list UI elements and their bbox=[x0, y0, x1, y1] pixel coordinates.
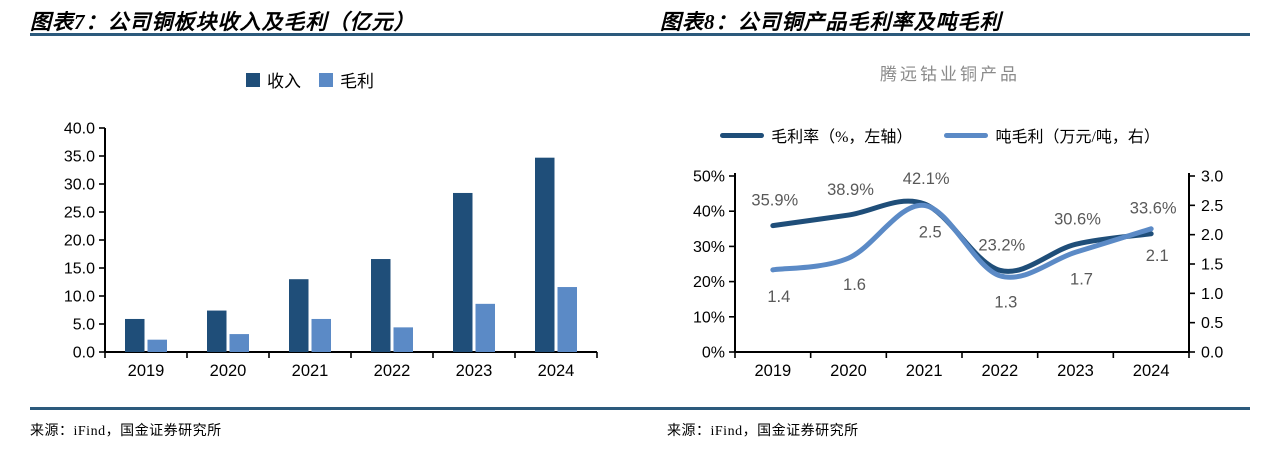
profit-per-ton-data-label: 2.5 bbox=[919, 223, 942, 241]
bar-收入-2022 bbox=[371, 259, 391, 352]
legend-item-gross-profit: 毛利 bbox=[319, 67, 374, 92]
profit-per-ton-data-label: 1.4 bbox=[767, 288, 790, 306]
legend-item-gross-margin: 毛利率（%，左轴） bbox=[720, 123, 912, 147]
line-chart-svg: 0% 10% 20% 30% 40% 50% 0.0 0.5 1.0 1.5 2.0 2.5 3.0 20… bbox=[693, 169, 1223, 381]
left-axis-tick-label: 30% bbox=[693, 239, 725, 256]
footer-rule bbox=[30, 407, 1250, 410]
legend-item-profit-per-ton: 吨毛利（万元/吨，右） bbox=[944, 123, 1160, 147]
x-axis-category-label: 2021 bbox=[292, 362, 329, 380]
right-axis-tick-label: 2.5 bbox=[1201, 198, 1223, 215]
profit-per-ton-line bbox=[770, 202, 1154, 280]
x-axis-category-label: 2024 bbox=[538, 362, 575, 380]
gross-margin-data-label: 42.1% bbox=[903, 170, 950, 188]
y-axis-tick-label: 5.0 bbox=[73, 317, 95, 334]
x-axis-category-label: 2023 bbox=[456, 362, 493, 380]
right-axis-tick-label: 1.0 bbox=[1201, 286, 1223, 303]
title-underline-rule bbox=[30, 33, 1250, 36]
x-axis-category-label: 2021 bbox=[906, 362, 943, 380]
right-axis-tick-label: 0.0 bbox=[1201, 345, 1223, 362]
line-chart-subtitle: 腾远钴业铜产品 bbox=[880, 65, 1020, 84]
legend-label-revenue: 收入 bbox=[267, 72, 301, 91]
gross-margin-data-label: 35.9% bbox=[751, 192, 798, 210]
x-axis-category-label: 2023 bbox=[1057, 362, 1094, 380]
bar-收入-2020 bbox=[207, 310, 227, 352]
figure7-source: 来源：iFind，国金证券研究所 bbox=[30, 424, 222, 439]
x-axis-category-label: 2022 bbox=[981, 362, 1018, 380]
y-axis-tick-label: 40.0 bbox=[64, 121, 95, 138]
legend-item-revenue: 收入 bbox=[246, 67, 301, 92]
x-axis-category-label: 2024 bbox=[1133, 362, 1170, 380]
gross-margin-line-swatch-icon bbox=[720, 132, 765, 138]
legend-label-profit-per-ton: 吨毛利（万元/吨，右） bbox=[995, 129, 1160, 146]
profit-per-ton-data-label: 2.1 bbox=[1146, 247, 1169, 265]
right-axis-tick-label: 0.5 bbox=[1201, 315, 1223, 332]
gross-margin-data-label: 33.6% bbox=[1130, 200, 1177, 218]
right-axis-tick-label: 3.0 bbox=[1201, 169, 1223, 186]
profit-per-ton-data-label: 1.6 bbox=[843, 276, 866, 294]
bar-chart-legend: 收入 毛利 bbox=[30, 67, 590, 92]
y-axis-tick-label: 35.0 bbox=[64, 149, 95, 166]
y-axis-tick-label: 20.0 bbox=[64, 233, 95, 250]
left-axis-tick-label: 40% bbox=[693, 204, 725, 221]
bar-毛利-2024 bbox=[557, 287, 577, 352]
left-axis-tick-label: 50% bbox=[693, 169, 725, 186]
bar-收入-2023 bbox=[453, 192, 473, 352]
legend-label-gross-profit: 毛利 bbox=[340, 72, 374, 91]
gross-margin-data-label: 23.2% bbox=[978, 236, 1025, 254]
x-axis-category-label: 2022 bbox=[374, 362, 411, 380]
y-axis-tick-label: 15.0 bbox=[64, 261, 95, 278]
gross-margin-data-label: 30.6% bbox=[1054, 210, 1101, 228]
y-axis-tick-label: 25.0 bbox=[64, 205, 95, 222]
line-chart-legend: 毛利率（%，左轴） 吨毛利（万元/吨，右） bbox=[640, 123, 1240, 147]
revenue-swatch-icon bbox=[246, 72, 260, 87]
profit-per-ton-data-label: 1.3 bbox=[994, 294, 1017, 312]
bar-chart-svg: 0.0 5.0 10.0 15.0 20.0 25.0 30.0 35.0 40.0 2019 20… bbox=[64, 121, 598, 380]
x-axis-category-label: 2019 bbox=[754, 362, 791, 380]
y-axis-tick-label: 0.0 bbox=[73, 345, 95, 362]
right-axis-tick-label: 2.0 bbox=[1201, 227, 1223, 244]
legend-label-gross-margin: 毛利率（%，左轴） bbox=[771, 129, 913, 146]
bar-毛利-2021 bbox=[311, 318, 331, 352]
bar-收入-2019 bbox=[125, 318, 145, 352]
x-axis-category-label: 2020 bbox=[210, 362, 247, 380]
bar-收入-2024 bbox=[535, 157, 555, 352]
profit-per-ton-line-swatch-icon bbox=[944, 132, 989, 138]
bar-毛利-2019 bbox=[147, 339, 167, 352]
bar-毛利-2023 bbox=[475, 303, 495, 352]
y-axis-tick-label: 30.0 bbox=[64, 177, 95, 194]
right-axis-tick-label: 1.5 bbox=[1201, 257, 1223, 274]
x-axis-category-label: 2020 bbox=[830, 362, 867, 380]
bar-毛利-2020 bbox=[229, 334, 249, 352]
figure7-title: 图表7：公司铜板块收入及毛利（亿元） bbox=[30, 10, 416, 34]
x-axis-category-label: 2019 bbox=[128, 362, 165, 380]
y-axis-tick-label: 10.0 bbox=[64, 289, 95, 306]
gross-margin-data-label: 38.9% bbox=[827, 181, 874, 199]
figure8-title: 图表8：公司铜产品毛利率及吨毛利 bbox=[660, 10, 1002, 34]
left-axis-tick-label: 10% bbox=[693, 309, 725, 326]
left-axis-tick-label: 20% bbox=[693, 274, 725, 291]
bar-毛利-2022 bbox=[393, 327, 413, 352]
figure8-source: 来源：iFind，国金证券研究所 bbox=[667, 424, 859, 439]
bar-收入-2021 bbox=[289, 279, 309, 352]
left-axis-tick-label: 0% bbox=[702, 345, 725, 362]
profit-per-ton-data-label: 1.7 bbox=[1070, 270, 1093, 288]
gross-profit-swatch-icon bbox=[319, 72, 333, 87]
